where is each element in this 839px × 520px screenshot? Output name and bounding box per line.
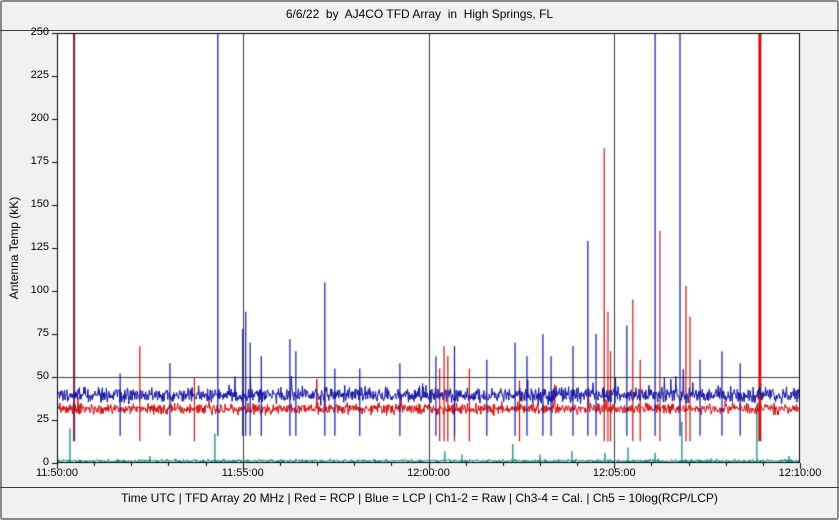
x-tick-label: 12:00:00 [407, 467, 450, 479]
y-tick-label: 75 [36, 327, 49, 339]
chart-title: 6/6/22 by AJ4CO TFD Array in High Spring… [285, 7, 554, 21]
x-tick-label: 11:55:00 [221, 467, 264, 479]
y-tick-label: 0 [42, 456, 49, 468]
title-divider [0, 30, 839, 31]
y-tick-label: 250 [30, 26, 49, 38]
y-tick-label: 125 [30, 241, 49, 253]
x-tick-label: 11:50:00 [35, 467, 78, 479]
y-tick-label: 150 [30, 198, 49, 210]
y-tick-label: 25 [36, 413, 49, 425]
status-caption: Time UTC | TFD Array 20 MHz | Red = RCP … [121, 491, 718, 505]
x-tick-label: 12:10:00 [778, 467, 822, 479]
y-tick-label: 50 [36, 370, 49, 382]
x-tick-label: 12:05:00 [592, 467, 636, 479]
y-tick-label: 100 [30, 284, 49, 296]
footer-divider [0, 487, 839, 488]
y-tick-label: 225 [30, 69, 49, 81]
y-tick-label: 175 [30, 155, 49, 167]
y-tick-label: 200 [30, 112, 49, 124]
